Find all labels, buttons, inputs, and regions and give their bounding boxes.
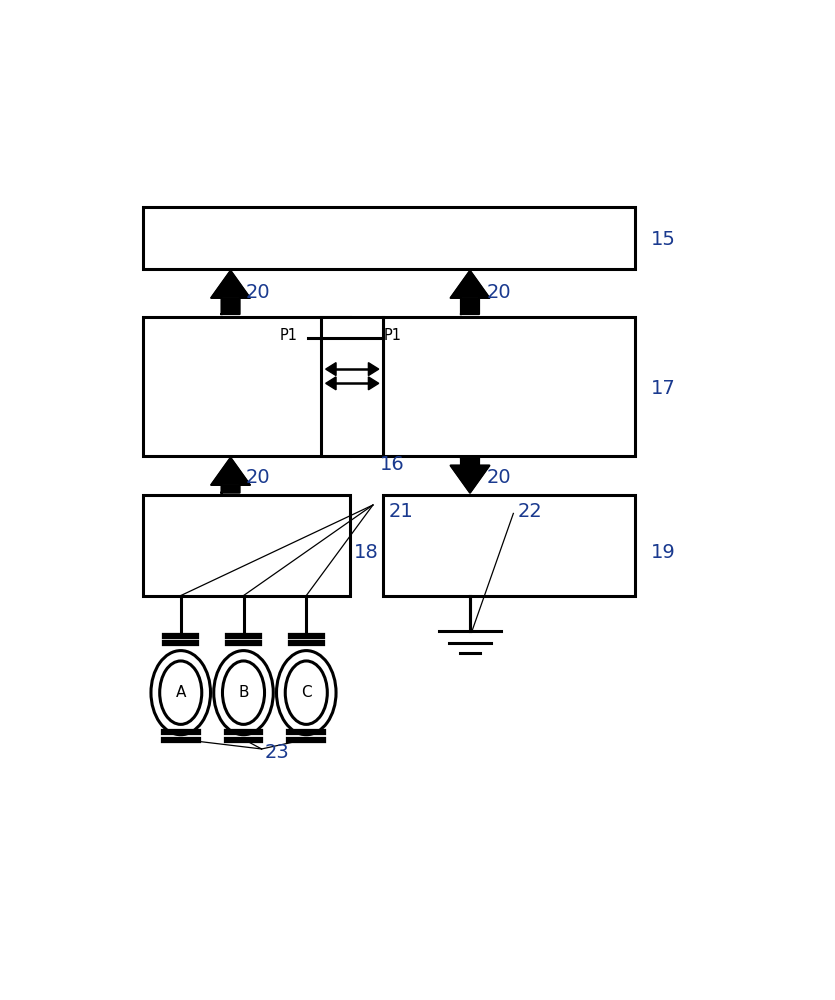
Polygon shape	[451, 271, 489, 298]
Bar	[221, 485, 240, 493]
Text: P1: P1	[384, 328, 402, 343]
Bar	[461, 458, 479, 466]
Polygon shape	[326, 363, 336, 376]
Bar	[144, 317, 351, 456]
Ellipse shape	[286, 661, 327, 724]
Polygon shape	[211, 458, 250, 485]
Bar	[144, 495, 351, 596]
Bar	[221, 298, 240, 314]
Text: 15: 15	[651, 230, 676, 249]
Bar	[461, 298, 479, 314]
Text: 16: 16	[379, 455, 404, 474]
Polygon shape	[211, 271, 250, 298]
Polygon shape	[368, 363, 379, 376]
Text: C: C	[301, 685, 311, 700]
Text: 18: 18	[353, 543, 378, 562]
Text: 19: 19	[651, 543, 676, 562]
Text: 20: 20	[245, 283, 270, 302]
Text: 17: 17	[651, 379, 676, 398]
Polygon shape	[451, 466, 489, 493]
Text: 21: 21	[389, 502, 414, 521]
Text: P1: P1	[279, 328, 297, 343]
Bar	[321, 317, 382, 456]
Bar	[382, 317, 635, 456]
Text: 20: 20	[245, 468, 270, 487]
Text: A: A	[175, 685, 186, 700]
Ellipse shape	[276, 651, 336, 735]
Polygon shape	[368, 377, 379, 390]
Bar	[144, 207, 635, 269]
Polygon shape	[326, 377, 336, 390]
Ellipse shape	[159, 661, 202, 724]
Ellipse shape	[222, 661, 265, 724]
Text: 22: 22	[517, 502, 542, 521]
Ellipse shape	[151, 651, 210, 735]
Ellipse shape	[214, 651, 273, 735]
Text: B: B	[238, 685, 249, 700]
Text: 23: 23	[265, 743, 290, 762]
Text: 20: 20	[486, 283, 511, 302]
Text: 20: 20	[486, 468, 511, 487]
Bar	[382, 495, 635, 596]
